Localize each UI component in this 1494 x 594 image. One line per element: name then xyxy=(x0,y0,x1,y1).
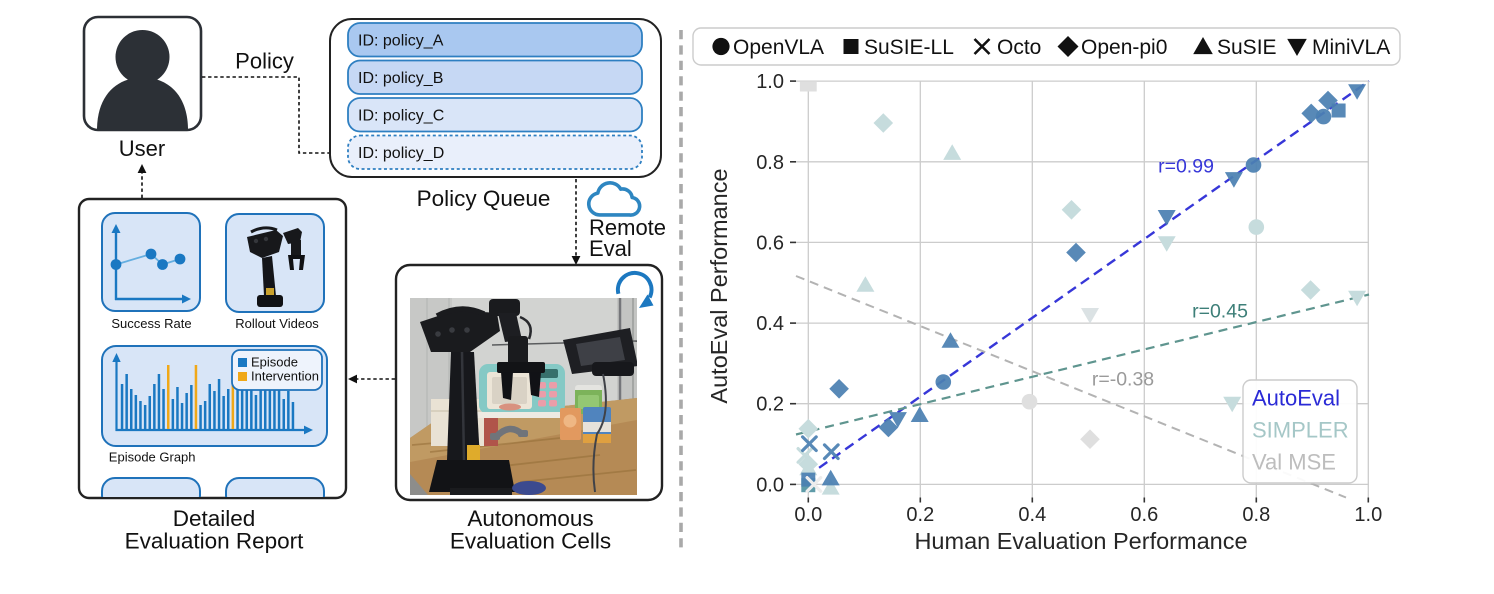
svg-text:Val MSE: Val MSE xyxy=(1252,450,1336,475)
svg-text:0.8: 0.8 xyxy=(1242,504,1270,526)
svg-text:0.0: 0.0 xyxy=(756,474,784,496)
svg-text:Detailed: Detailed xyxy=(173,506,256,531)
svg-text:r=-0.38: r=-0.38 xyxy=(1092,369,1154,391)
svg-text:AutoEval Performance: AutoEval Performance xyxy=(706,168,732,403)
svg-text:0.2: 0.2 xyxy=(756,394,784,416)
svg-text:0.8: 0.8 xyxy=(756,152,784,174)
svg-text:User: User xyxy=(119,136,165,161)
svg-text:r=0.45: r=0.45 xyxy=(1192,301,1248,323)
svg-text:ID: policy_A: ID: policy_A xyxy=(358,32,444,49)
svg-text:r=0.99: r=0.99 xyxy=(1158,156,1214,178)
svg-text:SIMPLER: SIMPLER xyxy=(1252,418,1349,443)
svg-text:ID: policy_D: ID: policy_D xyxy=(358,145,444,162)
svg-text:Evaluation Cells: Evaluation Cells xyxy=(450,529,611,554)
svg-text:Intervention: Intervention xyxy=(251,369,319,384)
svg-text:0.4: 0.4 xyxy=(1018,504,1046,526)
svg-text:SuSIE: SuSIE xyxy=(1217,36,1277,59)
svg-text:Octo: Octo xyxy=(997,36,1041,59)
svg-text:Policy Queue: Policy Queue xyxy=(417,186,551,211)
svg-text:Success Rate: Success Rate xyxy=(111,316,191,331)
svg-text:Eval: Eval xyxy=(589,236,632,261)
svg-text:0.6: 0.6 xyxy=(756,232,784,254)
svg-text:Remote: Remote xyxy=(589,215,666,240)
svg-text:ID: policy_C: ID: policy_C xyxy=(358,107,444,124)
svg-text:AutoEval: AutoEval xyxy=(1252,386,1340,411)
svg-text:1.0: 1.0 xyxy=(1354,504,1382,526)
svg-text:SuSIE-LL: SuSIE-LL xyxy=(864,36,954,59)
svg-text:Human Evaluation Performance: Human Evaluation Performance xyxy=(914,528,1247,554)
svg-text:MiniVLA: MiniVLA xyxy=(1312,36,1390,59)
svg-text:Episode Graph: Episode Graph xyxy=(109,450,196,465)
svg-text:OpenVLA: OpenVLA xyxy=(733,36,824,59)
svg-text:Autonomous: Autonomous xyxy=(467,506,593,531)
svg-text:0.2: 0.2 xyxy=(906,504,934,526)
svg-text:1.0: 1.0 xyxy=(756,71,784,93)
svg-text:0.0: 0.0 xyxy=(794,504,822,526)
svg-text:Rollout Videos: Rollout Videos xyxy=(235,316,319,331)
svg-text:Episode: Episode xyxy=(251,355,298,370)
svg-text:ID: policy_B: ID: policy_B xyxy=(358,70,443,87)
svg-text:0.4: 0.4 xyxy=(756,313,784,335)
svg-text:Evaluation Report: Evaluation Report xyxy=(125,529,305,554)
svg-text:0.6: 0.6 xyxy=(1130,504,1158,526)
svg-text:Open-pi0: Open-pi0 xyxy=(1081,36,1167,59)
svg-text:Policy: Policy xyxy=(235,49,294,74)
